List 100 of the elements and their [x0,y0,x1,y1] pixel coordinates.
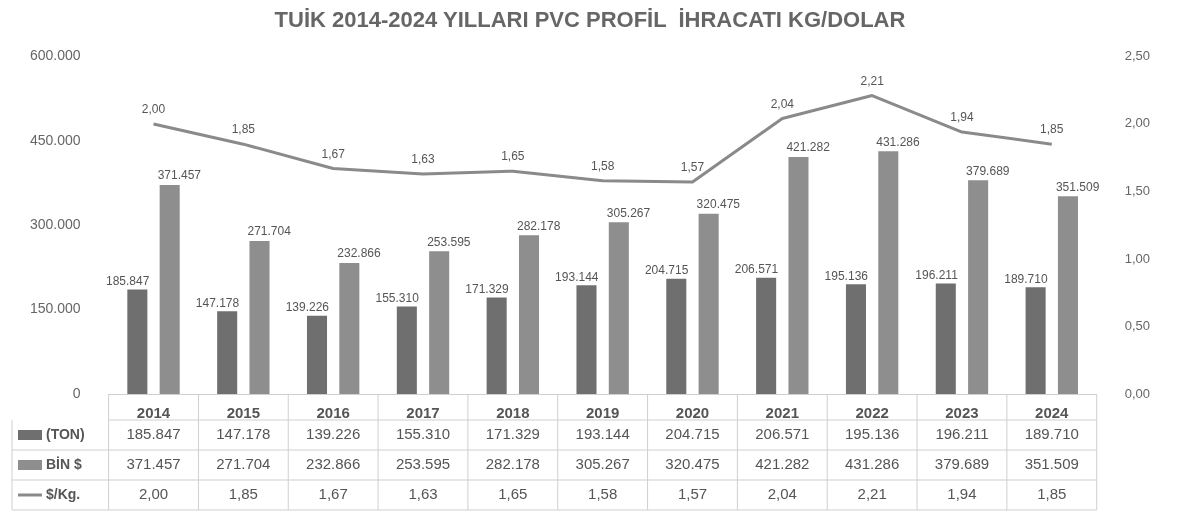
text: 379.689 [966,163,1010,178]
data-label: 195.136 [845,425,900,443]
data-label: 431.286 [845,455,900,473]
bar [486,297,507,394]
data-label: 1,67 [318,485,348,503]
bar [968,180,989,394]
data-label: 193.144 [575,425,630,443]
data-label: 232.866 [306,455,361,473]
data-label: 421.282 [755,455,810,473]
text: 271.704 [247,224,291,239]
data-label: 155.310 [395,425,451,443]
data-label: 351.509 [1024,455,1079,473]
data-label: 1,65 [498,485,528,503]
y-tick-label: 0 [72,384,81,401]
bar [756,277,777,394]
x-tick-label: 2014 [136,404,171,422]
data-label: 2,00 [138,485,169,503]
data-label: 253.595 [395,455,451,473]
bar [159,184,180,394]
y-tick-label: 150.000 [30,300,81,317]
x-tick-label: 2017 [406,404,440,422]
text: 147.178 [195,295,240,310]
x-tick-label: 2021 [765,404,799,422]
y2-tick-label: 2,50 [1124,47,1151,63]
bar [608,222,629,394]
bar [518,235,540,394]
bar [217,311,238,394]
text: 2,21 [860,73,884,88]
bar [698,213,719,394]
data-label: 320.475 [665,455,720,473]
data-label: 204.715 [665,425,720,443]
x-tick-label: 2018 [496,404,530,422]
text: 305.267 [606,205,651,220]
text: 421.282 [786,140,830,155]
bar [935,283,956,394]
bar [576,285,597,394]
text: 196.211 [915,267,958,282]
bar [845,284,866,394]
x-tick-label: 2016 [316,404,350,422]
y-tick-label: 450.000 [30,131,81,148]
bar [666,278,687,394]
x-tick-label: 2019 [585,404,620,422]
text: 171.329 [465,281,509,296]
text: 1,58 [590,158,615,173]
text: 195.136 [824,268,868,283]
text: 1,63 [411,152,435,167]
bar [396,306,417,394]
text: 1,85 [1040,122,1064,137]
data-label: 305.267 [575,455,630,473]
x-tick-label: 2024 [1035,404,1070,422]
text: 320.475 [696,196,741,211]
data-label: 189.710 [1024,425,1079,443]
x-tick-label: 2015 [226,404,261,422]
text: 282.178 [516,218,561,233]
x-tick-label: 2020 [675,404,710,422]
data-label: 206.571 [755,425,810,443]
data-label: 185.847 [126,425,181,443]
y2-tick-label: 2,00 [1124,115,1151,131]
text: 185.847 [105,273,150,288]
chart-title: TUİK 2014-2024 YILLARI PVC PROFİL İHRACATI KG/DOLAR [274,7,906,33]
bar [429,251,450,394]
y2-tick-label: 0,00 [1124,385,1151,401]
x-tick-label: 2022 [855,404,889,422]
text: 1,85 [231,122,256,137]
text: 155.310 [375,290,419,305]
text: 2,04 [770,96,794,111]
data-label: 379.689 [934,455,990,473]
text: 1,94 [950,110,974,125]
data-label: 2,21 [857,485,887,503]
data-label: 139.226 [306,425,361,443]
y2-tick-label: 1,00 [1124,250,1151,266]
y2-tick-label: 0,50 [1124,318,1151,334]
text: 232.866 [337,246,381,261]
text: 253.595 [427,234,471,249]
data-label: 1,57 [677,485,708,503]
bar [339,262,360,394]
bar [788,156,809,394]
bar [1025,287,1046,394]
text: 189.710 [1004,271,1048,286]
data-label: 271.704 [216,455,271,473]
text: 193.144 [555,269,599,284]
data-label: 1,58 [588,485,618,503]
legend-label: (TON) [46,425,85,442]
data-label: 371.457 [126,455,181,473]
y-tick-label: 600.000 [30,47,81,64]
data-label: 282.178 [485,455,540,473]
data-label: 1,85 [228,485,258,503]
data-label: 1,94 [947,485,977,503]
text: 1,65 [501,149,525,164]
text: 139.226 [285,299,330,314]
bar [1057,196,1078,394]
legend-label: $/Kg. [46,485,81,502]
text: 371.457 [157,168,202,183]
text: 2,00 [141,102,166,117]
data-label: 196.211 [935,425,989,443]
bar [306,315,328,394]
data-label: 147.178 [216,425,271,443]
legend-label: BİN $ [46,455,82,472]
y-tick-label: 300.000 [30,216,81,233]
bar [127,289,148,394]
